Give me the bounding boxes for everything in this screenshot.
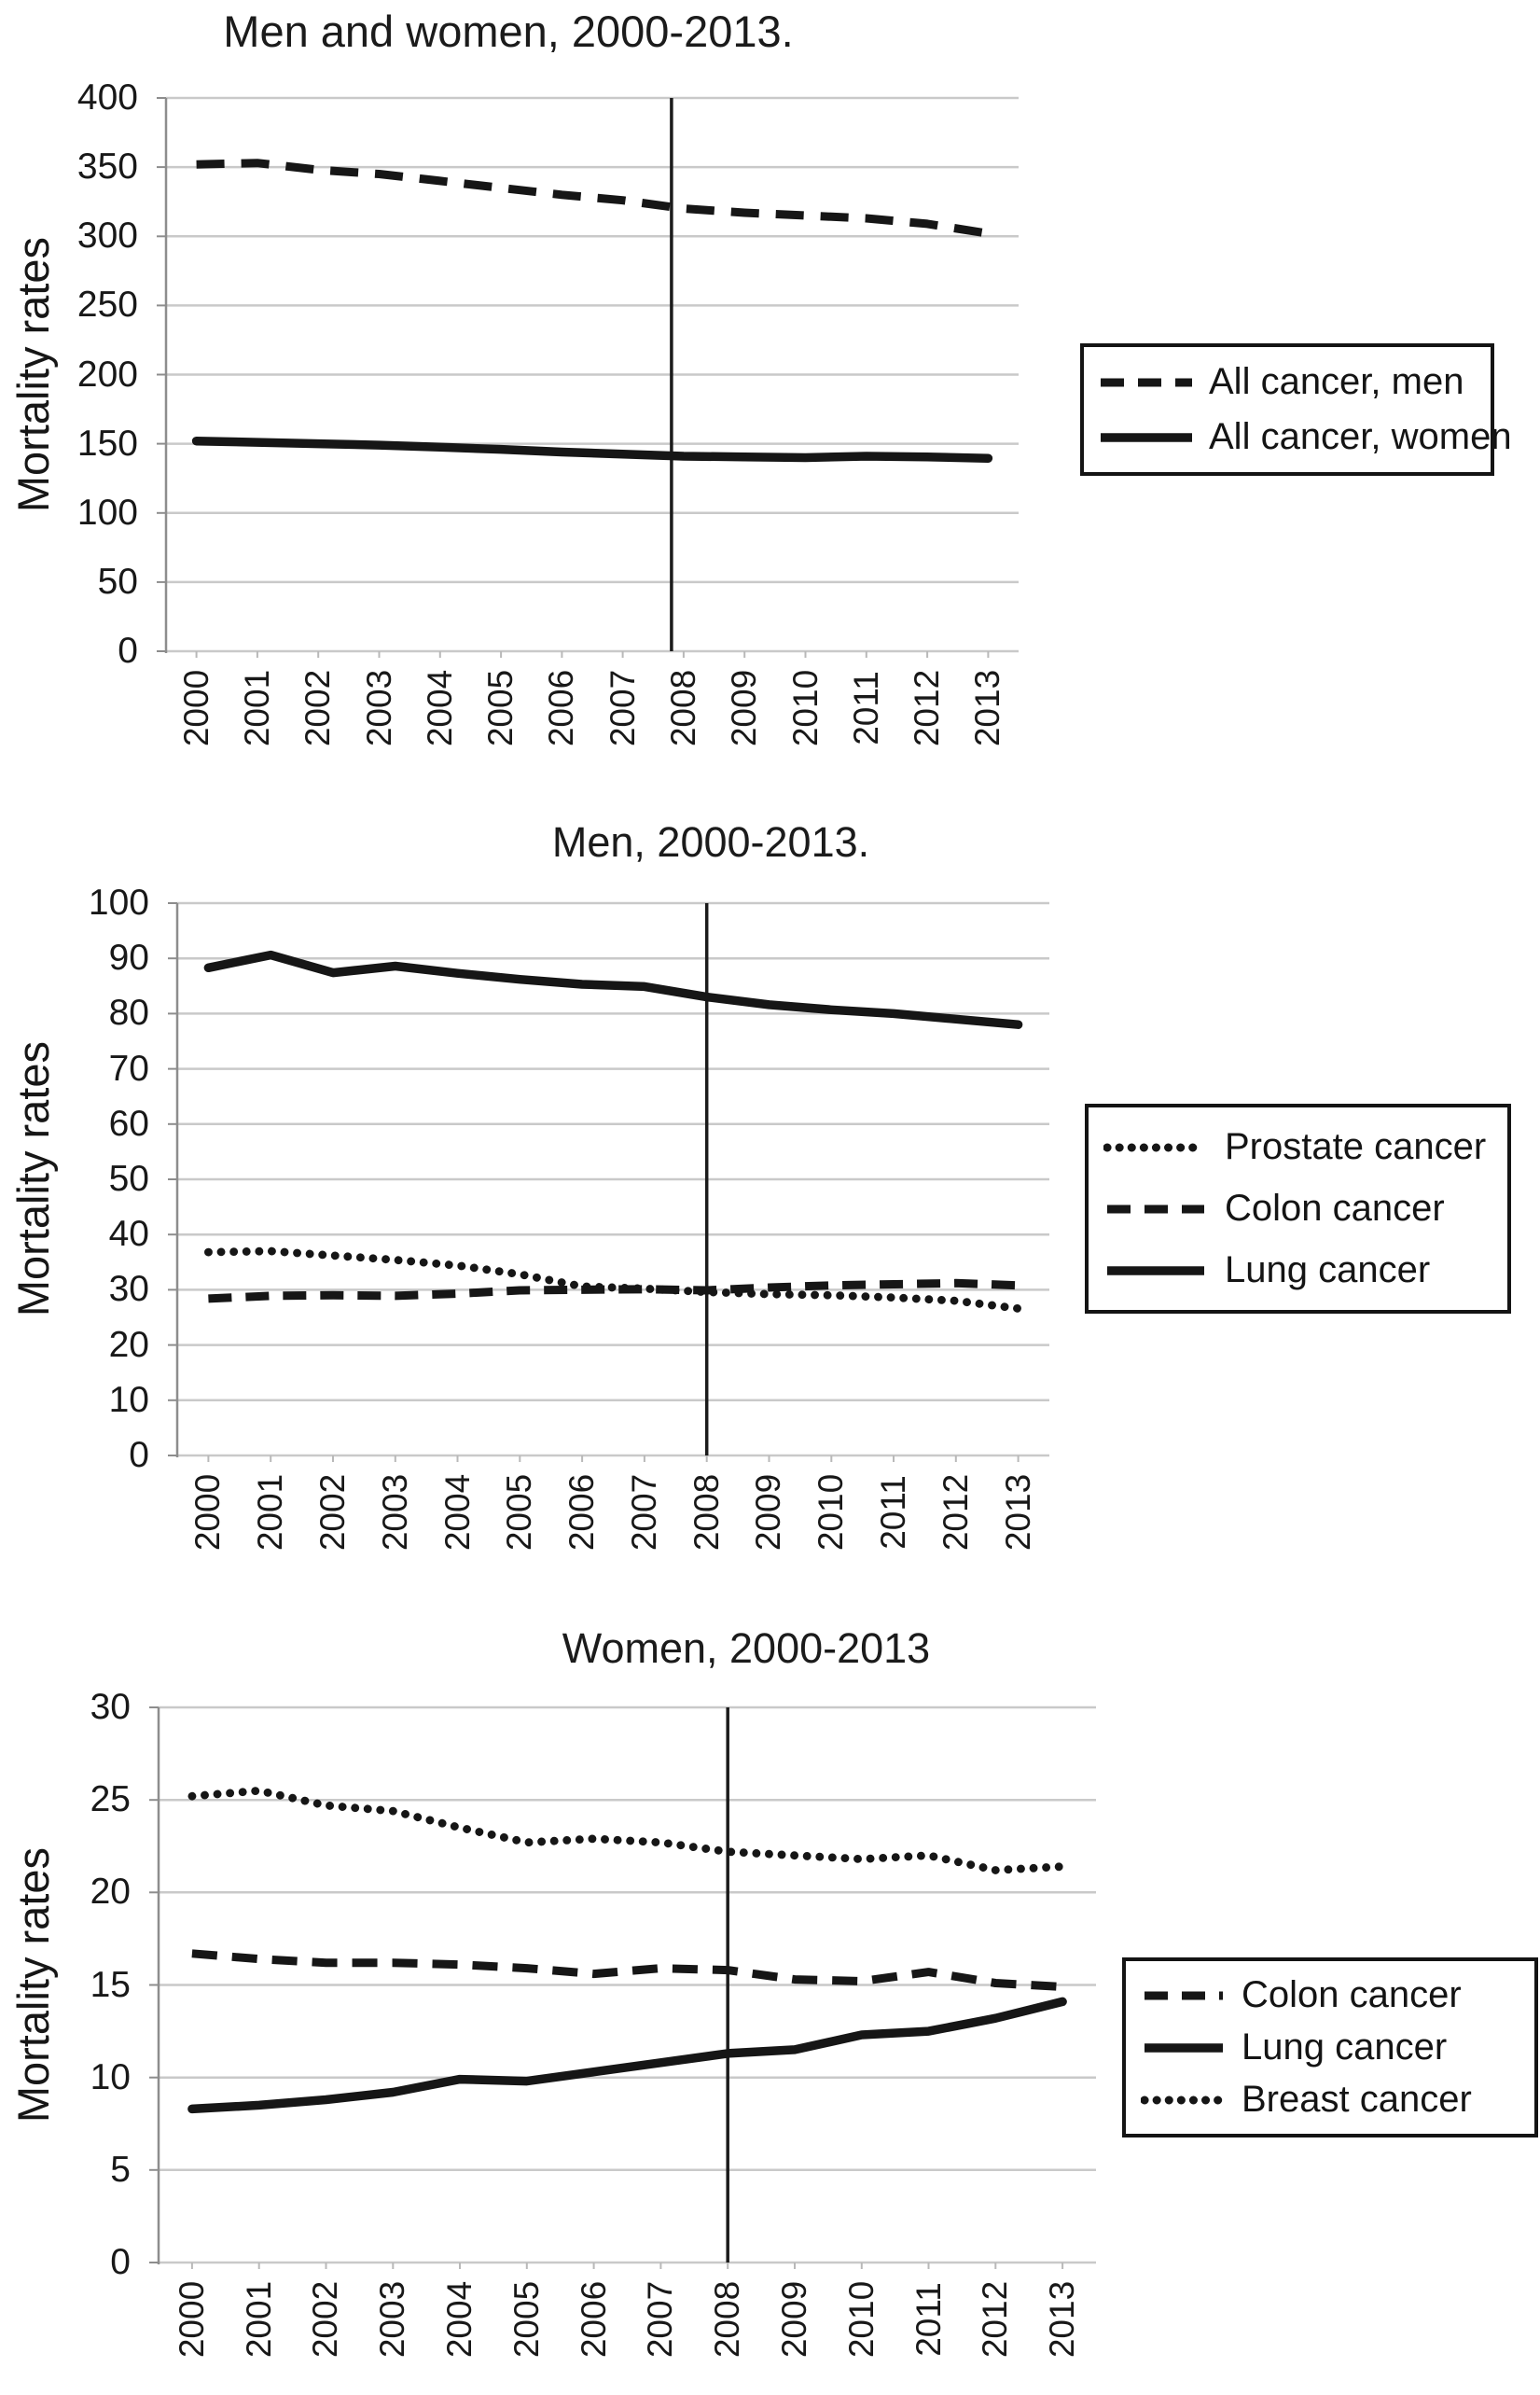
legend-item: Colon cancer	[1141, 1974, 1519, 2016]
series-colon-cancer	[208, 1278, 1019, 1303]
legend: Colon cancer Lung cancer Breast cancer	[1122, 1957, 1538, 2137]
plot-area	[157, 96, 1019, 658]
legend-item: Prostate cancer	[1103, 1126, 1492, 1168]
legend-label: Prostate cancer	[1225, 1126, 1487, 1167]
series-breast-cancer	[187, 1786, 1067, 1874]
legend-dashed-line-icon	[1145, 1991, 1223, 1999]
series-lung-cancer	[203, 950, 1023, 1029]
legend-solid-line-icon	[1145, 2042, 1223, 2053]
legend-label: All cancer, men	[1209, 361, 1464, 402]
series-lung-cancer	[187, 1997, 1067, 2114]
legend: All cancer, men All cancer, women	[1080, 343, 1512, 476]
series-all-cancer-women	[191, 436, 993, 463]
legend-item: Lung cancer	[1141, 2026, 1519, 2068]
plot-area	[149, 1706, 1096, 2269]
legend-label: Breast cancer	[1242, 2079, 1472, 2120]
legend-solid-line-icon	[1107, 1265, 1204, 1275]
plot-area	[168, 901, 1049, 1462]
legend-dotted-line-icon	[1141, 2096, 1227, 2104]
legend-label: Lung cancer	[1225, 1249, 1431, 1290]
legend-label: Lung cancer	[1242, 2026, 1448, 2068]
legend: Prostate cancer Colon cancer Lung cancer	[1085, 1104, 1511, 1314]
legend-label: All cancer, women	[1209, 416, 1512, 457]
series-all-cancer-men	[196, 159, 990, 238]
legend-item: Breast cancer	[1141, 2079, 1519, 2121]
legend-solid-line-icon	[1101, 432, 1192, 442]
legend-item: All cancer, men	[1097, 361, 1478, 403]
chart-men-cancers: Men, 2000-2013. Mortality rates 100 90 80 7…	[0, 798, 1540, 1598]
legend-label: Colon cancer	[1242, 1974, 1462, 2015]
chart-title: Women, 2000-2013	[562, 1624, 931, 1672]
chart-title: Men and women, 2000-2013.	[223, 7, 794, 56]
chart-title: Men, 2000-2013.	[551, 818, 870, 866]
legend-dotted-line-icon	[1103, 1143, 1208, 1151]
legend-label: Colon cancer	[1225, 1188, 1445, 1229]
legend-item: Lung cancer	[1103, 1249, 1492, 1291]
series-colon-cancer	[191, 1949, 1063, 1991]
legend-dashed-line-icon	[1101, 378, 1192, 386]
legend-item: Colon cancer	[1103, 1188, 1492, 1230]
chart-women-cancers: Women, 2000-2013 Mortality rates 30 25 20 1…	[0, 1598, 1540, 2395]
chart-all-cancer-men-women: Men and women, 2000-2013. Mortality rate…	[0, 0, 1540, 798]
legend-item: All cancer, women	[1097, 416, 1512, 458]
series-prostate-cancer	[203, 1246, 1022, 1313]
legend-dashed-line-icon	[1107, 1204, 1204, 1213]
